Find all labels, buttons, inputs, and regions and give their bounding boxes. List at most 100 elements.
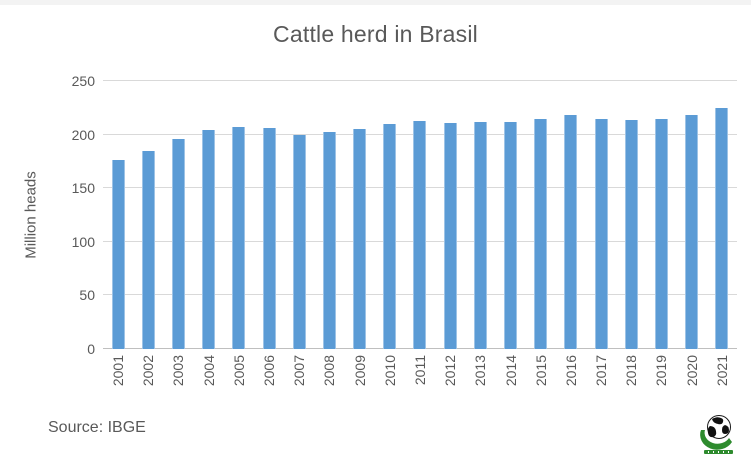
bar-cell-2018 xyxy=(616,81,646,349)
bar-2017 xyxy=(594,118,608,349)
y-tick-label-250: 250 xyxy=(71,73,95,89)
top-strip xyxy=(0,0,751,5)
bar-cell-2004 xyxy=(194,81,224,349)
bar-cell-2017 xyxy=(586,81,616,349)
bar-2018 xyxy=(624,119,638,349)
bar-2003 xyxy=(171,138,185,349)
x-tick-label-2010: 2010 xyxy=(381,355,398,387)
bar-cell-2002 xyxy=(133,81,163,349)
bar-2016 xyxy=(564,115,578,349)
x-tick-label-2016: 2016 xyxy=(562,355,579,387)
x-tick-label-2002: 2002 xyxy=(140,355,157,387)
bar-cell-2014 xyxy=(495,81,525,349)
bar-cell-2010 xyxy=(375,81,405,349)
x-tick-cell-2006: 2006 xyxy=(254,355,284,405)
bar-2004 xyxy=(202,130,216,349)
bar-cell-2011 xyxy=(405,81,435,349)
x-tick-label-2006: 2006 xyxy=(261,355,278,387)
bar-cell-2021 xyxy=(707,81,737,349)
x-tick-label-2001: 2001 xyxy=(110,355,127,387)
bar-2005 xyxy=(232,127,246,349)
x-tick-label-2014: 2014 xyxy=(502,355,519,387)
x-tick-cell-2018: 2018 xyxy=(616,355,646,405)
x-tick-label-2009: 2009 xyxy=(351,355,368,387)
source-text: Source: IBGE xyxy=(48,419,146,436)
x-tick-cell-2008: 2008 xyxy=(314,355,344,405)
x-tick-label-2011: 2011 xyxy=(411,355,428,386)
x-tick-label-2015: 2015 xyxy=(532,355,549,387)
plot-area xyxy=(103,80,737,349)
chart-title: Cattle herd in Brasil xyxy=(273,21,478,47)
bar-cell-2008 xyxy=(314,81,344,349)
bar-cell-2020 xyxy=(677,81,707,349)
x-tick-cell-2004: 2004 xyxy=(194,355,224,405)
x-tick-cell-2019: 2019 xyxy=(646,355,676,405)
x-tick-label-2019: 2019 xyxy=(653,355,670,387)
bar-cell-2003 xyxy=(163,81,193,349)
bar-2009 xyxy=(353,129,367,349)
bar-cell-2012 xyxy=(435,81,465,349)
bar-cell-2015 xyxy=(526,81,556,349)
bar-series xyxy=(103,81,737,349)
bar-cell-2001 xyxy=(103,81,133,349)
bar-2007 xyxy=(292,134,306,349)
x-tick-cell-2013: 2013 xyxy=(465,355,495,405)
bar-2021 xyxy=(715,107,729,349)
x-tick-cell-2015: 2015 xyxy=(526,355,556,405)
world-globe-logo xyxy=(700,415,733,454)
bar-2019 xyxy=(654,118,668,349)
x-tick-label-2012: 2012 xyxy=(442,355,459,387)
y-tick-label-100: 100 xyxy=(71,233,95,250)
x-tick-cell-2012: 2012 xyxy=(435,355,465,405)
x-tick-cell-2014: 2014 xyxy=(495,355,525,405)
x-tick-cell-2021: 2021 xyxy=(707,355,737,405)
x-tick-label-2021: 2021 xyxy=(713,355,730,387)
x-tick-cell-2017: 2017 xyxy=(586,355,616,405)
x-tick-cell-2003: 2003 xyxy=(163,355,193,405)
x-tick-cell-2001: 2001 xyxy=(103,355,133,405)
bar-2011 xyxy=(413,120,427,349)
bar-cell-2019 xyxy=(646,81,676,349)
y-tick-label-0: 0 xyxy=(87,341,95,357)
bar-cell-2005 xyxy=(224,81,254,349)
y-axis-tick-labels: 0 50 100 150 200 250 xyxy=(50,73,95,357)
x-tick-cell-2009: 2009 xyxy=(345,355,375,405)
bar-cell-2009 xyxy=(345,81,375,349)
y-tick-label-150: 150 xyxy=(71,180,95,197)
x-tick-label-2013: 2013 xyxy=(472,355,489,387)
y-tick-label-200: 200 xyxy=(71,126,95,143)
x-tick-cell-2010: 2010 xyxy=(375,355,405,405)
y-axis-title: Million heads xyxy=(22,171,40,259)
y-tick-label-50: 50 xyxy=(79,287,95,304)
bar-2001 xyxy=(111,160,125,349)
bar-2002 xyxy=(141,150,155,349)
bar-2015 xyxy=(534,118,548,349)
x-tick-label-2007: 2007 xyxy=(291,355,308,387)
x-tick-label-2004: 2004 xyxy=(200,355,217,387)
x-tick-cell-2005: 2005 xyxy=(224,355,254,405)
bar-cell-2007 xyxy=(284,81,314,349)
bar-2012 xyxy=(443,122,457,349)
bar-cell-2006 xyxy=(254,81,284,349)
x-tick-cell-2002: 2002 xyxy=(133,355,163,405)
globe-swoosh-icon xyxy=(700,430,732,450)
bar-cell-2016 xyxy=(556,81,586,349)
bar-2008 xyxy=(322,132,336,349)
bar-2006 xyxy=(262,128,276,349)
bar-2020 xyxy=(685,115,699,349)
bar-cell-2013 xyxy=(465,81,495,349)
x-tick-cell-2011: 2011 xyxy=(405,355,435,405)
bar-2010 xyxy=(383,123,397,349)
bar-2013 xyxy=(473,121,487,349)
x-tick-label-2017: 2017 xyxy=(593,355,610,387)
gridline-250 xyxy=(103,80,737,81)
x-tick-label-2008: 2008 xyxy=(321,355,338,387)
x-tick-cell-2016: 2016 xyxy=(556,355,586,405)
x-axis-tick-labels: 2001 2002 2003 2004 2005 2006 2007 2008 2009 2010… xyxy=(103,355,737,405)
x-tick-label-2003: 2003 xyxy=(170,355,187,387)
x-tick-label-2005: 2005 xyxy=(230,355,247,387)
x-tick-cell-2007: 2007 xyxy=(284,355,314,405)
bar-2014 xyxy=(504,121,518,349)
x-tick-label-2020: 2020 xyxy=(683,355,700,387)
